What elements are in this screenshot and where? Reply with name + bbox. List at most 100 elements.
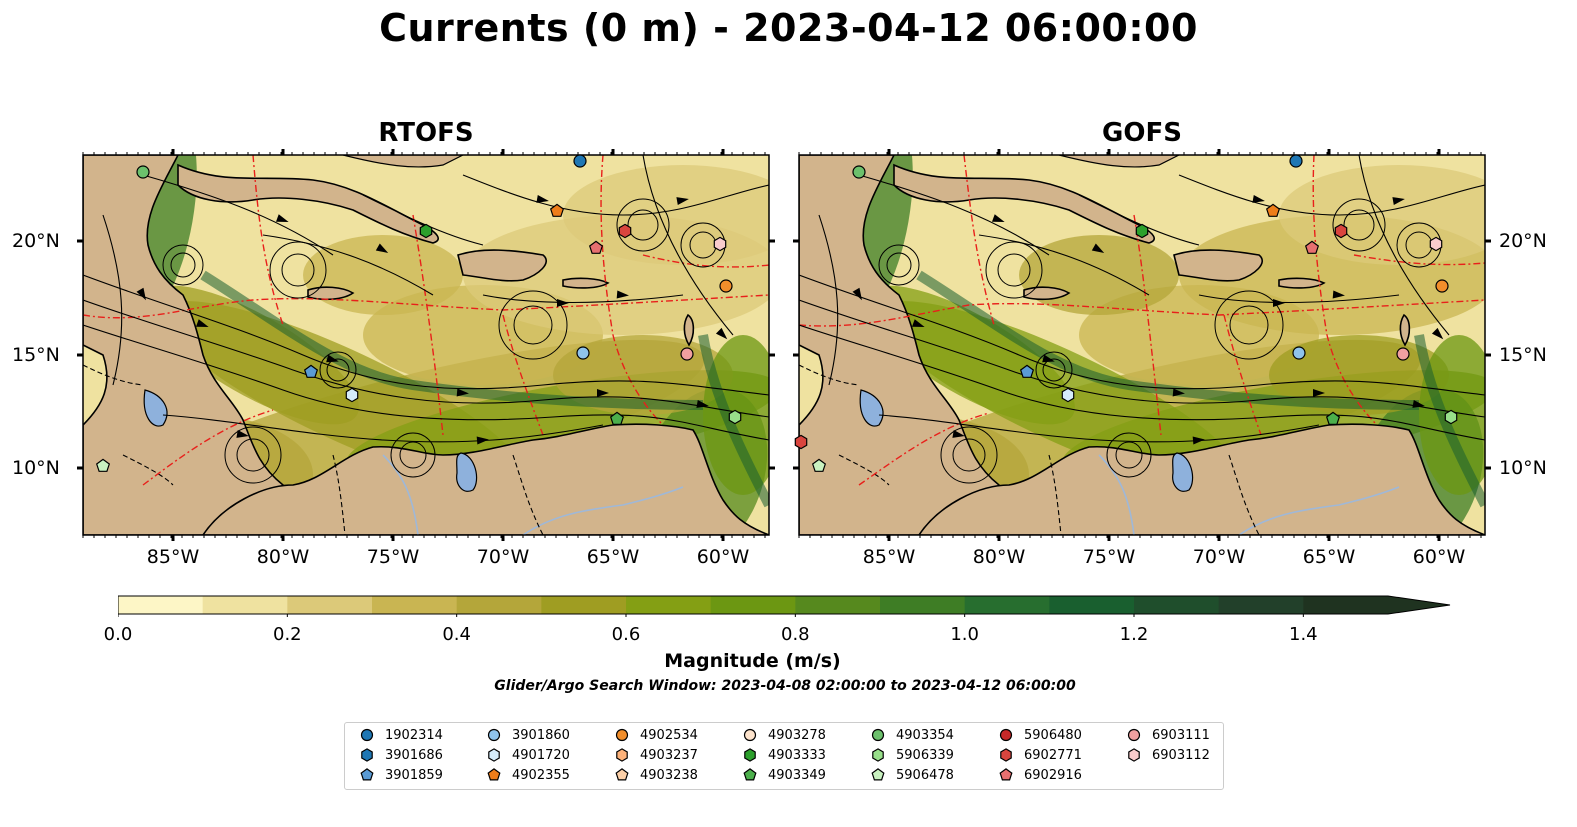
streamline-arrow — [375, 243, 389, 253]
national-border — [838, 454, 890, 486]
legend-item: 4903349 — [742, 766, 826, 784]
lon-label: 75°W — [1082, 546, 1136, 568]
legend-item: 4901720 — [486, 746, 570, 764]
streamline — [1198, 294, 1400, 304]
eez-boundary — [858, 412, 990, 486]
legend-label: 5906480 — [1024, 727, 1082, 743]
legend-item: 6902771 — [998, 746, 1082, 764]
legend-marker — [743, 728, 757, 742]
land-mass — [1278, 277, 1326, 289]
legend-marker — [744, 748, 756, 762]
colorbar-segment — [456, 596, 542, 614]
eddy-streamline — [236, 438, 270, 472]
eez-boundary — [252, 155, 284, 326]
lake — [143, 389, 168, 427]
lat-label-right: 10°N — [1499, 457, 1547, 479]
eddy-streamline — [498, 290, 568, 360]
float-6903112-marker — [1429, 236, 1443, 252]
streamline — [1358, 155, 1450, 336]
streamline — [818, 214, 839, 386]
streamline-arrow — [696, 400, 709, 408]
river — [382, 454, 419, 535]
eddy-streamline — [390, 432, 436, 478]
streamline — [102, 214, 123, 386]
lon-label: 65°W — [586, 546, 640, 568]
colorbar-segment — [118, 596, 204, 614]
float-3901860-marker — [576, 346, 590, 360]
float-4902355-marker — [1265, 203, 1281, 217]
national-border — [83, 364, 144, 386]
streamline-arrow — [456, 388, 469, 397]
lon-label: 60°W — [1412, 546, 1466, 568]
national-border — [122, 454, 174, 486]
streamline-arrow — [275, 214, 289, 223]
legend-label: 4903354 — [896, 727, 954, 743]
land-mass — [683, 313, 695, 347]
legend-marker — [615, 768, 629, 781]
land-mass — [918, 423, 1485, 535]
colorbar-tick-label: 0.2 — [273, 624, 302, 645]
eez-boundary — [642, 254, 769, 268]
legend-item: 6902916 — [998, 766, 1082, 784]
circle-marker-icon — [999, 728, 1013, 742]
panel-title-gofs: GOFS — [1102, 118, 1182, 148]
current-speed-patch — [1019, 235, 1179, 315]
legend-marker — [1000, 748, 1012, 762]
current-speed-patch — [1419, 335, 1485, 495]
lon-label: 70°W — [1192, 546, 1246, 568]
streamline-arrow — [1091, 243, 1105, 253]
eddy-streamline — [616, 198, 670, 252]
eez-boundary — [1312, 155, 1378, 426]
float-6902771-marker — [1334, 223, 1348, 239]
legend-item: 5906478 — [870, 766, 954, 784]
legend-label: 4901720 — [512, 747, 570, 763]
colorbar-tick-label: 1.2 — [1119, 624, 1149, 645]
eddy-streamline — [326, 358, 350, 382]
land-mass — [1058, 155, 1180, 168]
streamline-arrow — [557, 299, 569, 307]
float-4903349-marker — [609, 411, 625, 425]
lat-label-right: 20°N — [1499, 230, 1547, 252]
eez-boundary — [600, 155, 664, 426]
colorbar-segment — [1303, 596, 1389, 614]
colorbar-tick-label: 0.4 — [442, 624, 471, 645]
map-panel-rtofs — [77, 149, 775, 541]
river — [1238, 486, 1400, 535]
legend-label: 6902916 — [1024, 767, 1082, 783]
legend-label: 4903278 — [768, 727, 826, 743]
eddy-streamline — [878, 244, 920, 286]
legend-label: 6903111 — [1152, 727, 1210, 743]
legend-item: 4902355 — [486, 766, 570, 784]
streamline-arrow — [991, 214, 1005, 223]
legend-item: 3901859 — [359, 766, 443, 784]
legend-item: 3901860 — [486, 726, 570, 744]
legend-label: 4903237 — [640, 747, 698, 763]
legend-marker — [1127, 728, 1141, 742]
streamline — [482, 294, 684, 304]
circle-marker-icon — [743, 728, 757, 742]
land-mass — [177, 163, 439, 244]
lon-label: 80°W — [256, 546, 310, 568]
float-4902534-marker — [719, 279, 733, 293]
eddy-streamline — [224, 426, 282, 484]
eddy-streamline — [399, 441, 427, 469]
streamline-arrow — [1252, 195, 1265, 203]
lon-label: 70°W — [476, 546, 530, 568]
float-6902771-edge-marker — [794, 434, 808, 450]
national-border — [799, 364, 860, 386]
streamline-arrow — [852, 287, 862, 301]
float-6902771-marker — [618, 223, 632, 239]
colorbar-segment — [964, 596, 1050, 614]
legend-label: 5906478 — [896, 767, 954, 783]
hexagon-marker-icon — [872, 748, 884, 762]
legend-marker — [871, 768, 885, 781]
float-5906478-marker — [811, 458, 827, 472]
land-mass — [457, 249, 547, 282]
colorbar-tick-label: 1.4 — [1289, 624, 1318, 645]
eddy-streamline — [281, 253, 315, 287]
streamline-arrow — [195, 319, 209, 328]
float-6902916-marker — [1304, 240, 1320, 254]
search-window-note: Glider/Argo Search Window: 2023-04-08 02… — [494, 678, 1076, 694]
national-border — [1048, 454, 1062, 535]
streamline — [1178, 174, 1485, 216]
